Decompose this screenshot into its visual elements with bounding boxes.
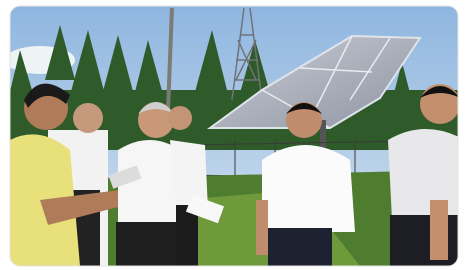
page — [0, 0, 467, 270]
photo — [0, 0, 467, 270]
scene — [5, 6, 465, 266]
